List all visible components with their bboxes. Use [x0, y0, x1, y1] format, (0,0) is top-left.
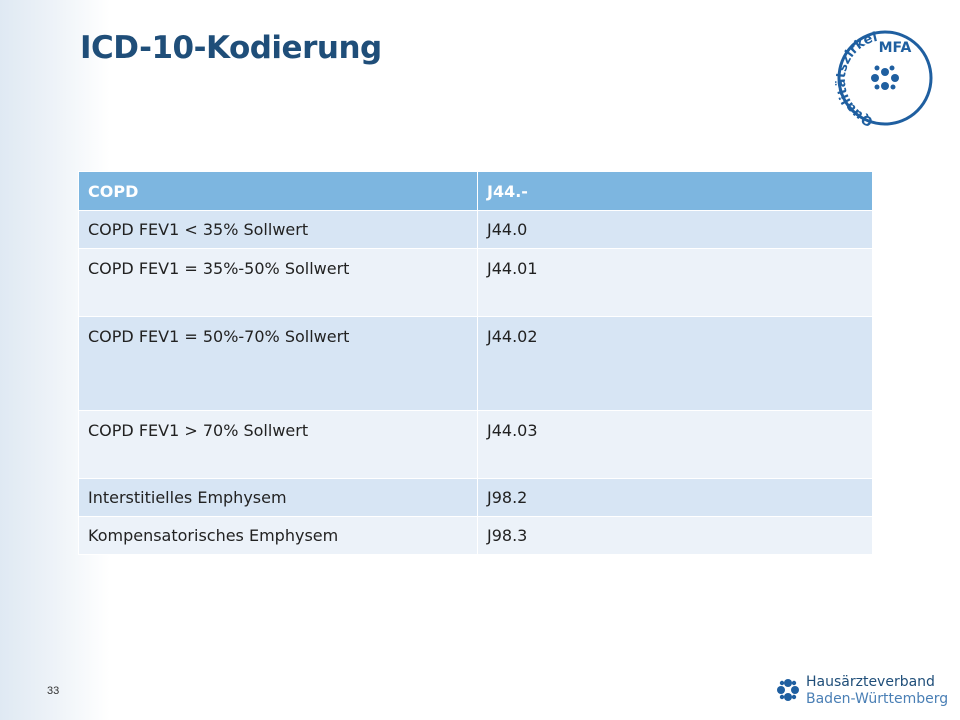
table-row: COPD FEV1 > 70% Sollwert J44.03	[78, 410, 873, 479]
table-row: Kompensatorisches Emphysem J98.3	[78, 516, 873, 555]
table-row: COPD FEV1 = 35%-50% Sollwert J44.01	[78, 248, 873, 317]
diagnosis-cell: Kompensatorisches Emphysem	[78, 516, 478, 555]
svg-text:MFA: MFA	[879, 40, 912, 56]
mfa-qualitaetszirkel-logo: Qualitätszirkel MFA	[835, 30, 933, 126]
logo-line-2: Baden-Württemberg	[806, 691, 949, 707]
page-number: 33	[47, 685, 60, 697]
code-cell: J98.3	[477, 516, 873, 555]
slide-title: ICD-10-Kodierung	[80, 30, 382, 66]
header-cell-diagnosis: COPD	[78, 171, 478, 211]
code-cell: J44.03	[477, 410, 873, 479]
hausaerzteverband-logo-mark	[777, 679, 799, 701]
code-cell: J44.02	[477, 316, 873, 411]
diagnosis-cell: COPD FEV1 = 35%-50% Sollwert	[78, 248, 478, 317]
logo-line-1: Hausärzteverband	[806, 674, 935, 690]
table-header-row: COPD J44.-	[78, 171, 873, 211]
table-row: COPD FEV1 < 35% Sollwert J44.0	[78, 210, 873, 249]
icd-table: COPD J44.- COPD FEV1 < 35% Sollwert J44.…	[78, 171, 873, 555]
hausaerzteverband-logo-text: Hausärzteverband Baden-Württemberg	[806, 674, 948, 708]
table-row: Interstitielles Emphysem J98.2	[78, 478, 873, 517]
code-cell: J98.2	[477, 478, 873, 517]
diagnosis-cell: COPD FEV1 = 50%-70% Sollwert	[78, 316, 478, 411]
diagnosis-cell: COPD FEV1 > 70% Sollwert	[78, 410, 478, 479]
header-cell-code: J44.-	[477, 171, 873, 211]
diagnosis-cell: Interstitielles Emphysem	[78, 478, 478, 517]
code-cell: J44.01	[477, 248, 873, 317]
code-cell: J44.0	[477, 210, 873, 249]
table-row: COPD FEV1 = 50%-70% Sollwert J44.02	[78, 316, 873, 411]
diagnosis-cell: COPD FEV1 < 35% Sollwert	[78, 210, 478, 249]
